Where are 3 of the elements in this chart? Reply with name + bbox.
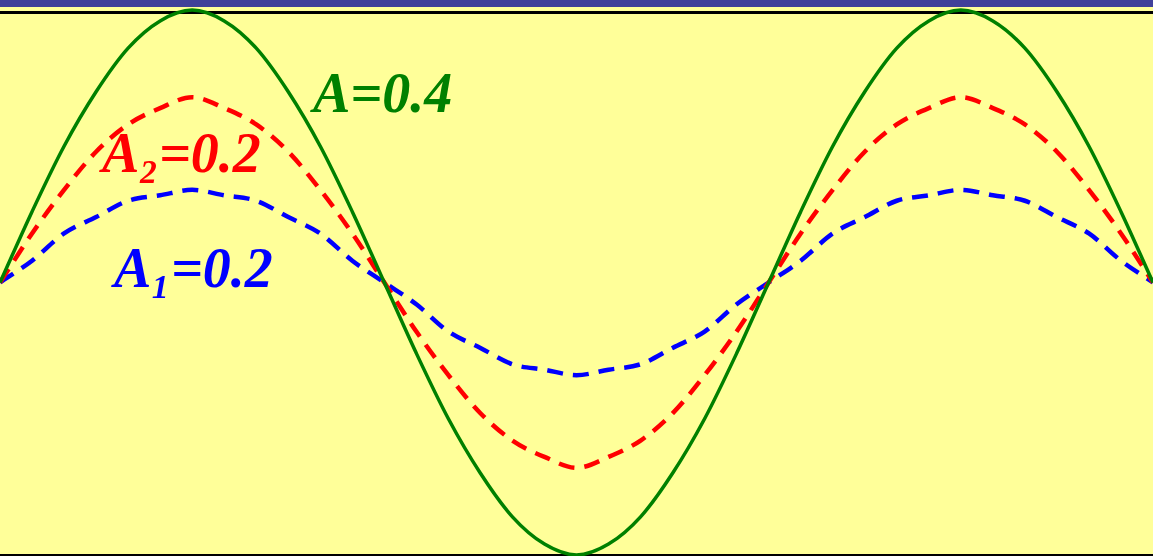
series-label: A₂=0.2	[99, 122, 261, 184]
series-label: A₁=0.2	[111, 237, 273, 299]
series-label: A=0.4	[310, 62, 453, 124]
